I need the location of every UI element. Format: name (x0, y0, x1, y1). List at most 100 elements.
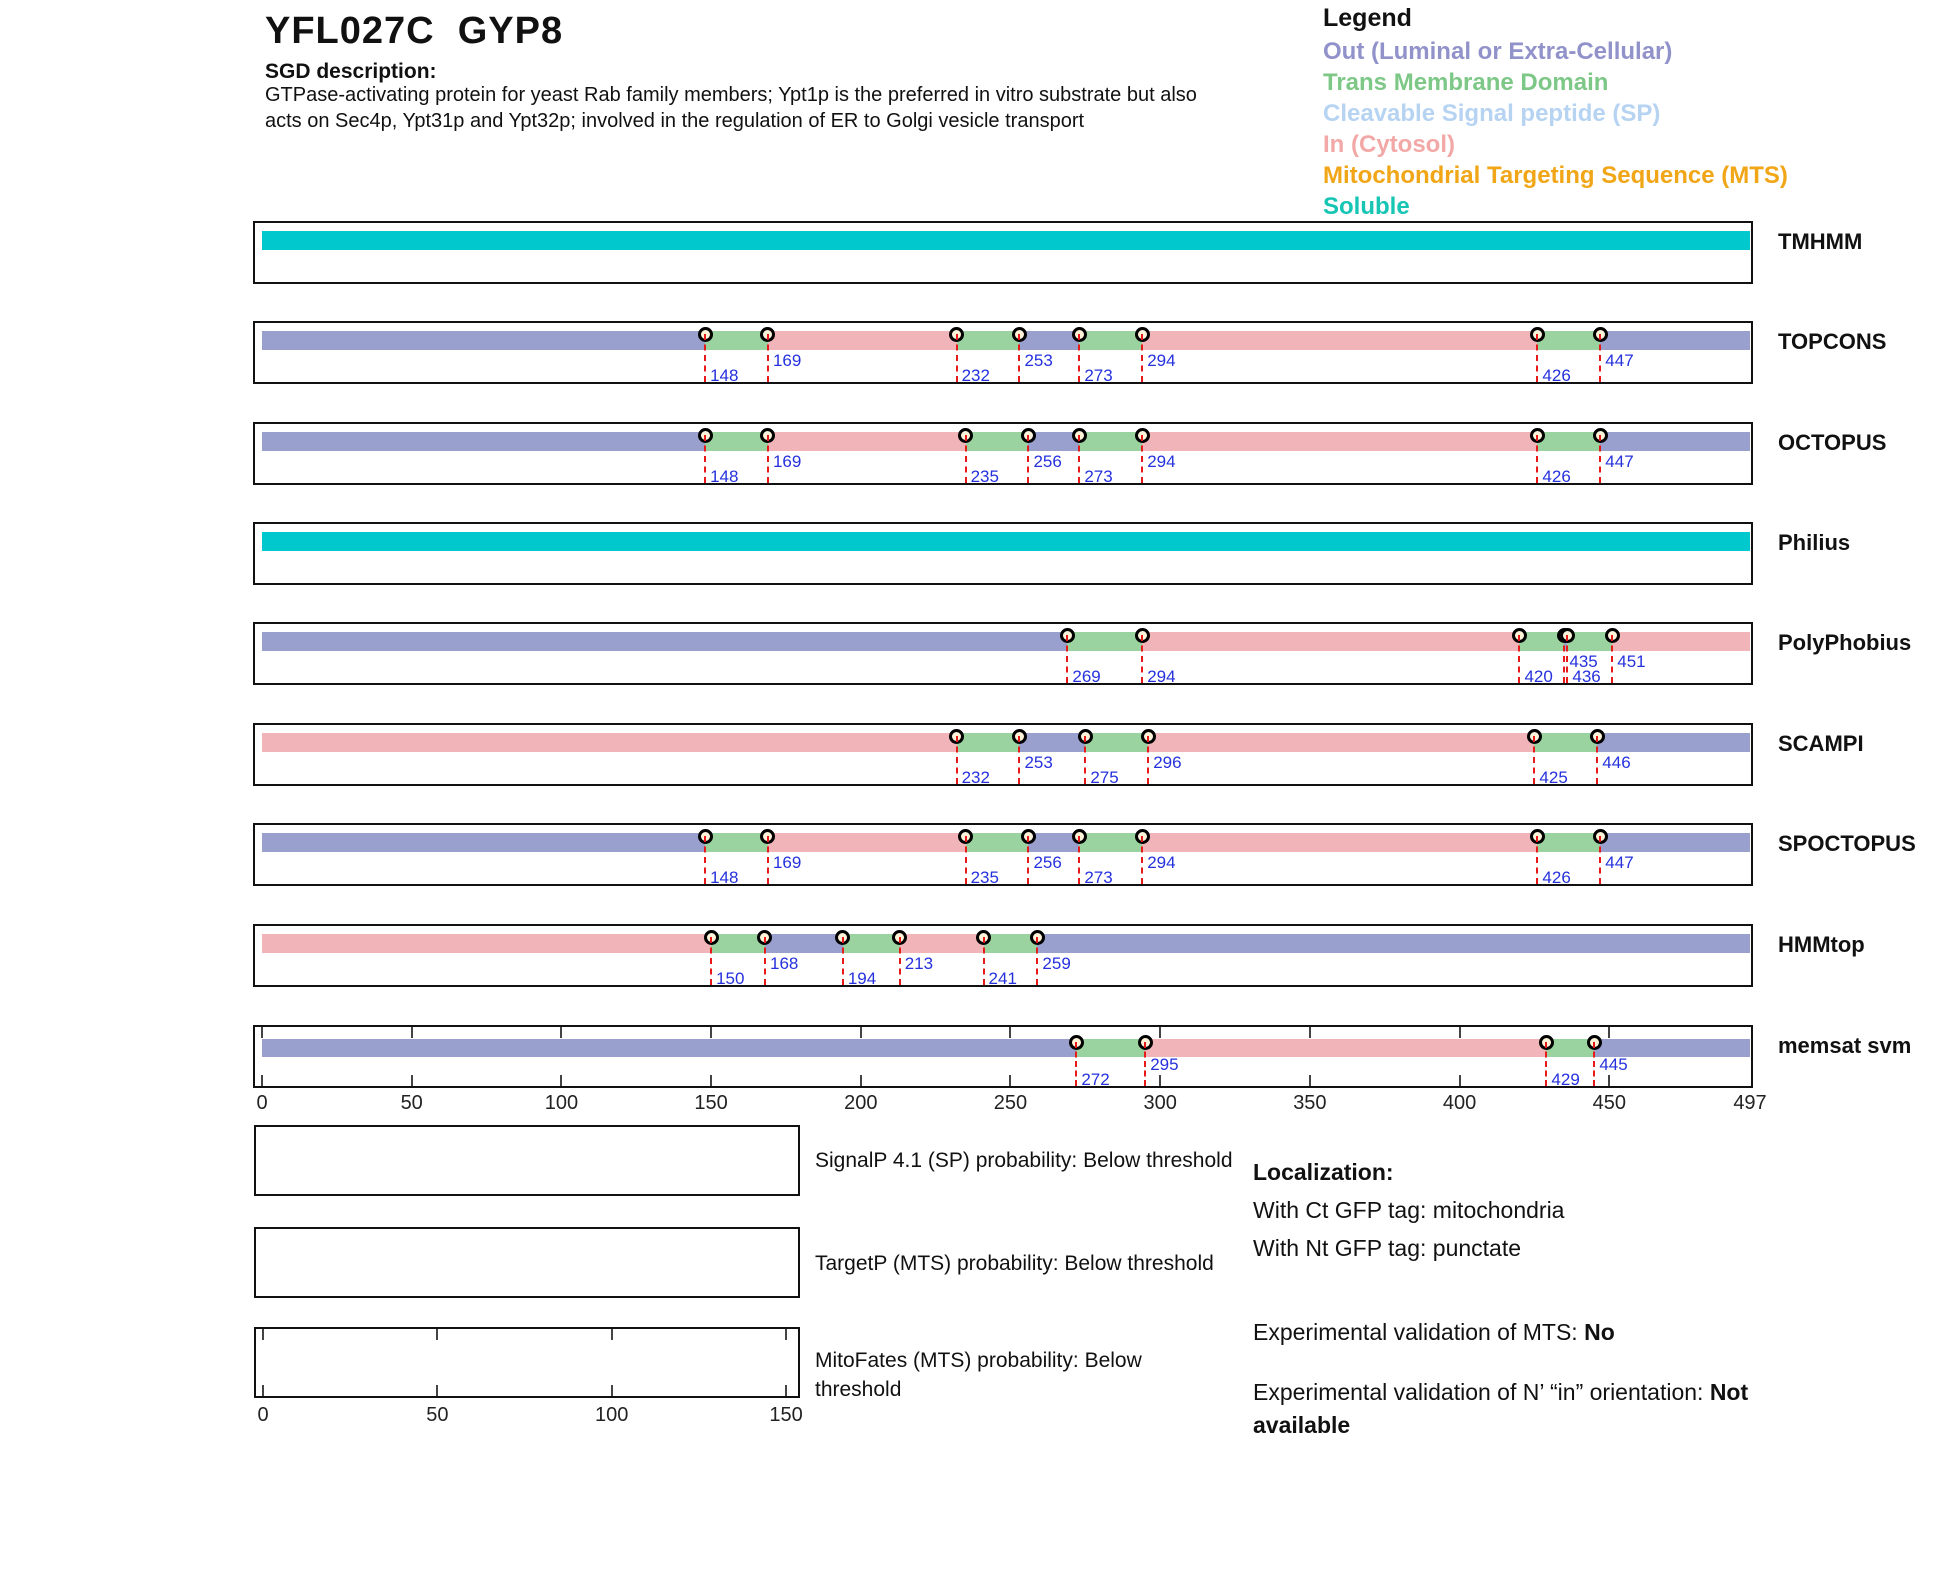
page-title: YFL027C GYP8 (265, 10, 564, 52)
legend-item-soluble: Soluble (1323, 193, 1410, 220)
mitofates-tick-bottom (262, 1385, 264, 1396)
topology-segment-in (1145, 1039, 1547, 1057)
topology-segment-tm (1076, 1039, 1146, 1057)
boundary-dashed-line (1144, 1042, 1147, 1086)
boundary-dashed-line (1078, 836, 1081, 884)
topology-segment-in (767, 432, 966, 451)
mitofates-tick-bottom (785, 1385, 788, 1396)
legend-item-in: In (Cytosol) (1323, 131, 1455, 158)
topology-segment-tm (711, 934, 765, 953)
topology-segment-in (262, 934, 712, 953)
ruler-tick-bottom (1608, 1075, 1611, 1086)
ruler-tick-bottom (261, 1075, 263, 1086)
ruler-tick-top (261, 1027, 263, 1038)
boundary-dashed-line (1611, 635, 1614, 683)
position-label: 296 (1153, 753, 1182, 772)
ruler-tick-bottom (1159, 1075, 1162, 1086)
ruler-tick-top (1608, 1027, 1611, 1038)
topology-segment-tm (1079, 331, 1143, 350)
topology-segment-tm (1537, 833, 1601, 852)
position-label: 426 (1542, 467, 1571, 486)
topology-segment-tm (1534, 733, 1598, 752)
track-label-tmhmm: TMHMM (1778, 229, 1863, 254)
position-label: 447 (1605, 351, 1634, 370)
position-label: 275 (1090, 768, 1119, 787)
legend-item-out: Out (Luminal or Extra-Cellular) (1323, 38, 1673, 65)
signalp-caption: SignalP 4.1 (SP) probability: Below thre… (815, 1149, 1233, 1172)
topology-segment-tm (1519, 632, 1565, 651)
legend-item-sp: Cleavable Signal peptide (SP) (1323, 100, 1661, 127)
ruler-tick-bottom (560, 1075, 563, 1086)
mitofates-axis-tick-label: 150 (769, 1404, 803, 1426)
topology-segment-in (767, 833, 966, 852)
mitofates-tick-bottom (436, 1385, 439, 1396)
position-label: 273 (1084, 467, 1113, 486)
topology-segment-tm (1079, 833, 1143, 852)
topology-segment-out (1600, 331, 1750, 350)
targetp-plot-box (254, 1227, 800, 1298)
position-label: 426 (1542, 868, 1571, 887)
topology-segment-out (1019, 733, 1086, 752)
topology-segment-tm (1567, 632, 1613, 651)
track-label-spoctopus: SPOCTOPUS (1778, 831, 1916, 856)
nt-gfp-tag-line: With Nt GFP tag: punctate (1253, 1235, 1522, 1261)
track-label-memsat-svm: memsat svm (1778, 1033, 1912, 1058)
topology-segment-out (1594, 1039, 1750, 1057)
position-label: 445 (1599, 1055, 1628, 1074)
signalp-plot-box (254, 1125, 800, 1196)
track-label-hmmtop: HMMtop (1778, 932, 1865, 957)
track-label-polyphobius: PolyPhobius (1778, 630, 1912, 655)
topology-segment-tm (956, 331, 1020, 350)
topology-segment-tm (1067, 632, 1143, 651)
ruler-tick-top (1458, 1027, 1461, 1038)
topology-segment-tm (842, 934, 900, 953)
residue-axis-tick-label: 450 (1592, 1092, 1626, 1114)
boundary-dashed-line (704, 435, 707, 483)
position-label: 273 (1084, 868, 1113, 887)
mitofates-plot-box (254, 1327, 800, 1398)
position-label: 447 (1605, 853, 1634, 872)
position-label: 168 (769, 954, 799, 973)
boundary-dashed-line (982, 937, 985, 985)
topology-segment-tm (705, 833, 768, 852)
ruler-tick-bottom (410, 1075, 413, 1086)
mitofates-tick-top (610, 1329, 613, 1340)
mitofates-tick-bottom (610, 1385, 613, 1396)
position-label: 447 (1605, 452, 1634, 471)
topology-segment-in (1612, 632, 1750, 651)
residue-axis-tick-label: 200 (844, 1092, 878, 1114)
position-label: 451 (1617, 652, 1646, 671)
topology-segment-in (1142, 331, 1538, 350)
topology-segment-tm (1537, 432, 1601, 451)
residue-axis-tick-label: 150 (694, 1092, 728, 1114)
mitofates-tick-top (785, 1329, 788, 1340)
topology-segment-out (1028, 432, 1080, 451)
residue-axis-tick-label: 400 (1442, 1092, 1477, 1114)
boundary-dashed-line (1545, 1042, 1548, 1086)
boundary-dashed-line (763, 937, 766, 985)
boundary-dashed-line (1075, 1042, 1078, 1086)
topology-segment-in (1148, 733, 1535, 752)
position-label: 429 (1551, 1070, 1580, 1089)
topology-segment-out (764, 934, 843, 953)
topology-segment-tm (965, 432, 1029, 451)
topology-segment-in (1142, 833, 1538, 852)
mts-validation-label: Experimental validation of MTS: (1253, 1319, 1585, 1345)
position-label: 148 (710, 868, 739, 887)
boundary-dashed-line (1599, 334, 1602, 382)
topology-segment-out (1037, 934, 1750, 953)
topology-segment-in (1142, 632, 1520, 651)
topology-segment-in (1142, 432, 1538, 451)
residue-axis-tick-label: 497 (1733, 1092, 1767, 1114)
position-label: 194 (847, 969, 877, 988)
boundary-dashed-line (1536, 435, 1539, 483)
legend-item-mts: Mitochondrial Targeting Sequence (MTS) (1323, 162, 1788, 189)
boundary-dashed-line (1141, 435, 1144, 483)
position-label: 425 (1539, 768, 1568, 787)
position-label: 253 (1024, 351, 1053, 370)
boundary-dashed-line (1566, 635, 1569, 683)
residue-axis-tick-label: 100 (544, 1092, 579, 1114)
position-label: 169 (772, 452, 802, 471)
mitofates-tick-top (436, 1329, 439, 1340)
